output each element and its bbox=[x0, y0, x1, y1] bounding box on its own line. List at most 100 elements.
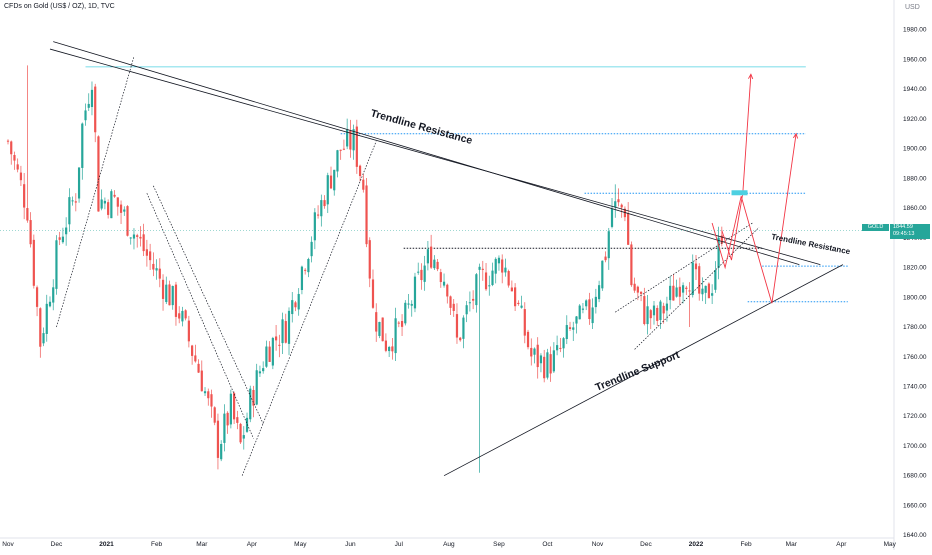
candle-body bbox=[546, 352, 549, 378]
candle-body bbox=[610, 208, 614, 227]
candle-body bbox=[107, 202, 110, 215]
time-tick-label: Mar bbox=[196, 541, 208, 548]
price-tick-label: 1720.00 bbox=[903, 413, 927, 420]
candle-body bbox=[384, 340, 388, 351]
candle-body bbox=[42, 333, 45, 344]
trendline bbox=[443, 264, 844, 477]
candle-body bbox=[436, 261, 439, 270]
candle-body bbox=[342, 148, 346, 150]
candle-body bbox=[32, 239, 35, 286]
candle-body bbox=[656, 307, 659, 321]
candle-body bbox=[681, 285, 685, 293]
candle-body bbox=[152, 263, 155, 270]
candle-body bbox=[675, 287, 678, 297]
candle-body bbox=[375, 312, 378, 332]
candle-body bbox=[404, 302, 407, 324]
candle-body bbox=[381, 317, 384, 342]
candle-body bbox=[556, 345, 559, 351]
candle-body bbox=[271, 337, 274, 366]
candle-body bbox=[549, 354, 552, 374]
candle-body bbox=[455, 314, 459, 338]
trendline bbox=[49, 48, 821, 265]
candle-body bbox=[362, 179, 365, 190]
candle-body bbox=[281, 319, 284, 344]
candle-body bbox=[23, 184, 26, 208]
impulse-channel bbox=[146, 193, 254, 439]
candle-body bbox=[533, 348, 536, 355]
candle-body bbox=[698, 266, 701, 294]
candle-body bbox=[717, 237, 720, 268]
candle-body bbox=[65, 227, 68, 235]
candle-body bbox=[452, 303, 455, 311]
candle-body bbox=[504, 267, 507, 273]
candle-body bbox=[614, 201, 617, 208]
time-tick-label: 2022 bbox=[689, 541, 704, 548]
price-tick-label: 1900.00 bbox=[903, 146, 927, 153]
candle-body bbox=[110, 191, 113, 219]
candle-body bbox=[77, 167, 81, 199]
candle-body bbox=[617, 199, 620, 203]
price-tick-label: 1820.00 bbox=[903, 265, 927, 272]
candle-body bbox=[149, 251, 152, 261]
candle-body bbox=[365, 185, 368, 245]
candle-body bbox=[685, 287, 688, 290]
candle-body bbox=[488, 285, 491, 287]
time-tick-label: Mar bbox=[786, 541, 798, 548]
time-tick-label: May bbox=[884, 541, 897, 548]
impulse-channel bbox=[56, 56, 135, 328]
candle-body bbox=[597, 285, 601, 300]
candle-body bbox=[420, 269, 423, 281]
candle-body bbox=[478, 266, 481, 270]
candle-body bbox=[649, 310, 652, 319]
candle-body bbox=[691, 262, 694, 296]
candle-body bbox=[310, 241, 313, 257]
candle-body bbox=[142, 234, 145, 252]
candle-body bbox=[517, 302, 520, 305]
candle-body bbox=[274, 336, 278, 341]
candle-body bbox=[278, 344, 281, 346]
candle-body bbox=[97, 136, 100, 212]
candle-body bbox=[35, 287, 39, 307]
candle-body bbox=[258, 371, 262, 374]
candle-body bbox=[523, 309, 526, 336]
price-tick-label: 1940.00 bbox=[903, 86, 927, 93]
candle-body bbox=[714, 269, 717, 290]
candle-body bbox=[10, 141, 13, 155]
candle-body bbox=[113, 194, 116, 197]
candle-body bbox=[233, 393, 236, 420]
candle-body bbox=[446, 284, 449, 297]
candle-body bbox=[720, 235, 723, 244]
candle-body bbox=[639, 291, 643, 294]
candle-body bbox=[507, 271, 510, 286]
candle-body bbox=[313, 212, 316, 241]
candle-body bbox=[245, 417, 249, 432]
trendline-resistance-label: Trendline Resistance bbox=[771, 232, 852, 256]
candle-body bbox=[426, 249, 429, 264]
last-price-badge: 1844.59 09:45:13 bbox=[890, 224, 930, 239]
candle-body bbox=[481, 268, 484, 270]
time-tick-label: Nov bbox=[2, 541, 14, 548]
candle-body bbox=[491, 270, 494, 286]
candle-body bbox=[536, 344, 539, 368]
candle-body bbox=[39, 308, 42, 347]
time-tick-label: Aug bbox=[443, 541, 455, 548]
time-tick-label: Dec bbox=[51, 541, 63, 548]
candle-body bbox=[410, 303, 413, 306]
time-tick-label: Sep bbox=[493, 541, 505, 548]
candle-body bbox=[349, 130, 352, 150]
price-tick-label: 1700.00 bbox=[903, 443, 927, 450]
candle-body bbox=[6, 140, 10, 142]
candle-body bbox=[462, 317, 465, 339]
candle-body bbox=[526, 331, 530, 348]
candle-body bbox=[168, 284, 171, 306]
price-tick-label: 1740.00 bbox=[903, 383, 927, 390]
candle-body bbox=[220, 443, 223, 460]
time-tick-label: Dec bbox=[640, 541, 652, 548]
candle-body bbox=[58, 237, 61, 240]
candle-body bbox=[203, 391, 207, 394]
candle-body bbox=[139, 236, 142, 239]
candle-body bbox=[633, 283, 636, 291]
price-tick-label: 1640.00 bbox=[903, 532, 927, 539]
